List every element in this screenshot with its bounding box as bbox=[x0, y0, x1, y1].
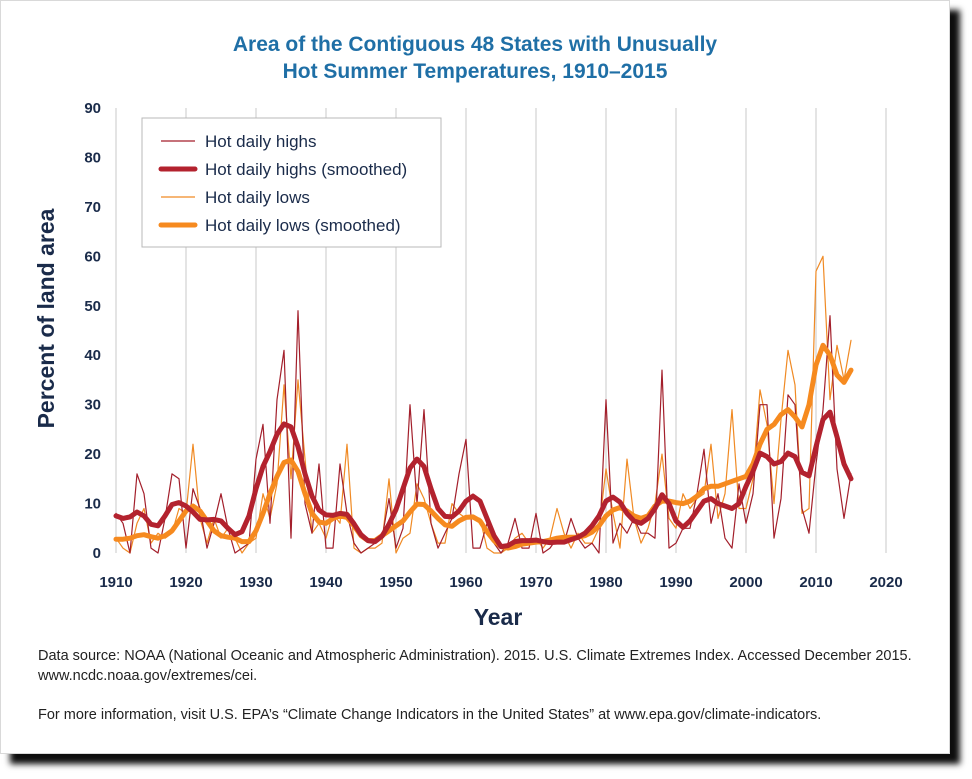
chart-subtitle: Hot Summer Temperatures, 1910–2015 bbox=[282, 60, 668, 83]
series-layer bbox=[113, 255, 854, 554]
x-tick-label-2010: 2010 bbox=[799, 574, 832, 591]
x-tick-label-1960: 1960 bbox=[449, 574, 482, 591]
x-tick-label-1980: 1980 bbox=[589, 574, 622, 591]
legend-label-1: Hot daily highs (smoothed) bbox=[205, 160, 407, 179]
y-tick-label-10: 10 bbox=[84, 496, 101, 513]
legend: Hot daily highs Hot daily highs (smoothed… bbox=[141, 117, 442, 248]
more-info-note: For more information, visit U.S. EPA’s “… bbox=[38, 707, 822, 723]
line-chart: 1910 1920 1930 1940 1950 1960 1970 1980 1990 2000… bbox=[33, 100, 903, 630]
y-tick-label-30: 30 bbox=[84, 397, 101, 414]
series-line-hot-daily-lows bbox=[115, 255, 852, 554]
x-tick-label-1910: 1910 bbox=[99, 574, 132, 591]
x-tick-label-1990: 1990 bbox=[659, 574, 692, 591]
x-tick-label-2020: 2020 bbox=[869, 574, 902, 591]
chart-title-line-1: Area of the Contiguous 48 States with Un… bbox=[232, 33, 718, 56]
legend-label-2: Hot daily lows bbox=[205, 188, 310, 207]
series-line-hot-daily-lows-smoothed bbox=[113, 342, 854, 551]
series-line-hot-daily-highs-smoothed bbox=[113, 409, 854, 550]
y-tick-label-70: 70 bbox=[84, 199, 101, 216]
y-tick-label-80: 80 bbox=[84, 149, 101, 166]
series-line-hot-daily-highs bbox=[115, 310, 852, 554]
y-tick-label-50: 50 bbox=[84, 298, 101, 315]
data-source-note: Data source: NOAA (National Oceanic and … bbox=[38, 648, 912, 684]
x-tick-label-1970: 1970 bbox=[519, 574, 552, 591]
y-tick-label-60: 60 bbox=[84, 248, 101, 265]
x-axis-title: Year bbox=[474, 604, 523, 630]
x-tick-label-1940: 1940 bbox=[309, 574, 342, 591]
y-tick-label-40: 40 bbox=[84, 347, 101, 364]
x-tick-label-1920: 1920 bbox=[169, 574, 202, 591]
chart-title: Area of the Contiguous 48 States with Un… bbox=[1, 31, 949, 85]
legend-label-3: Hot daily lows (smoothed) bbox=[205, 216, 401, 235]
axis-layer: 1910 1920 1930 1940 1950 1960 1970 1980 1990 2000… bbox=[33, 100, 903, 630]
x-tick-label-2000: 2000 bbox=[729, 574, 762, 591]
figure-card: Area of the Contiguous 48 States with Un… bbox=[0, 0, 950, 754]
y-tick-label-20: 20 bbox=[84, 446, 101, 463]
x-tick-label-1950: 1950 bbox=[379, 574, 412, 591]
y-tick-label-0: 0 bbox=[93, 545, 101, 562]
legend-label-0: Hot daily highs bbox=[205, 132, 317, 151]
y-axis-title: Percent of land area bbox=[33, 208, 59, 428]
x-tick-label-1930: 1930 bbox=[239, 574, 272, 591]
y-tick-label-90: 90 bbox=[84, 100, 101, 117]
